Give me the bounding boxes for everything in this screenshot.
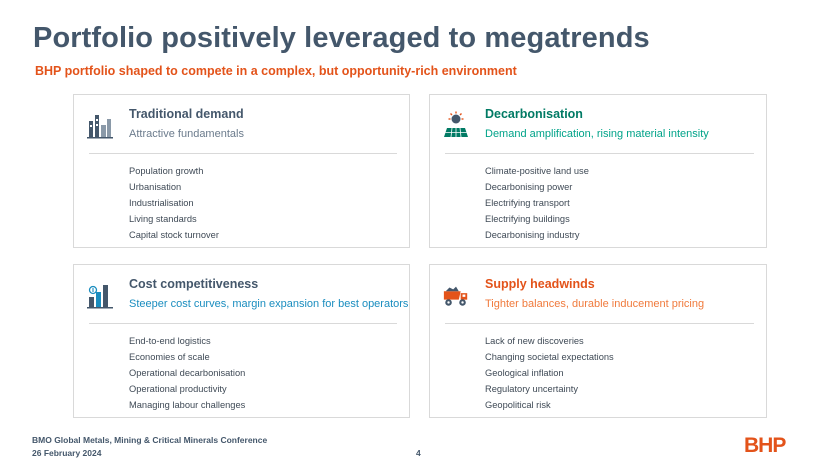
card-supply-headwinds: Supply headwinds Tighter balances, durab… — [429, 264, 767, 418]
list-item: Economies of scale — [129, 352, 210, 362]
event-date: 26 February 2024 — [32, 448, 102, 458]
solar-panel-icon — [444, 111, 468, 138]
list-item: Decarbonising industry — [485, 230, 580, 240]
list-item: Urbanisation — [129, 182, 182, 192]
divider — [445, 323, 754, 324]
industry-icon — [87, 115, 113, 139]
list-item: Population growth — [129, 166, 204, 176]
event-name: BMO Global Metals, Mining & Critical Min… — [32, 435, 268, 445]
list-item: Living standards — [129, 214, 197, 224]
divider — [89, 323, 397, 324]
card-traditional-demand: Traditional demand Attractive fundamenta… — [73, 94, 410, 248]
card-title: Supply headwinds — [485, 277, 595, 291]
list-item: Capital stock turnover — [129, 230, 219, 240]
mining-truck-icon — [443, 286, 468, 306]
list-item: Geological inflation — [485, 368, 564, 378]
driver-list: Climate-positive land use Decarbonising … — [485, 165, 589, 245]
divider — [445, 153, 754, 154]
list-item: Lack of new discoveries — [485, 336, 584, 346]
card-title: Decarbonisation — [485, 107, 583, 121]
card-subtitle: Demand amplification, rising material in… — [485, 128, 709, 140]
footer-text: BMO Global Metals, Mining & Critical Min… — [32, 434, 267, 460]
list-item: Electrifying transport — [485, 198, 570, 208]
page-title: Portfolio positively leveraged to megatr… — [33, 22, 650, 54]
bhp-logo: BHP — [744, 434, 786, 457]
list-item: Operational productivity — [129, 384, 227, 394]
cost-bars-icon — [87, 285, 113, 309]
list-item: End-to-end logistics — [129, 336, 211, 346]
page-subtitle: BHP portfolio shaped to compete in a com… — [35, 64, 517, 78]
list-item: Industrialisation — [129, 198, 194, 208]
list-item: Managing labour challenges — [129, 400, 246, 410]
list-item: Operational decarbonisation — [129, 368, 246, 378]
card-title: Cost competitiveness — [129, 277, 259, 291]
card-subtitle: Steeper cost curves, margin expansion fo… — [129, 298, 409, 310]
card-decarbonisation: Decarbonisation Demand amplification, ri… — [429, 94, 767, 248]
driver-list: Population growth Urbanisation Industria… — [129, 165, 219, 245]
list-item: Decarbonising power — [485, 182, 573, 192]
driver-list: End-to-end logistics Economies of scale … — [129, 335, 245, 415]
list-item: Geopolitical risk — [485, 400, 551, 410]
divider — [89, 153, 397, 154]
card-subtitle: Tighter balances, durable inducement pri… — [485, 298, 705, 310]
card-subtitle: Attractive fundamentals — [129, 128, 244, 140]
card-title: Traditional demand — [129, 107, 244, 121]
list-item: Changing societal expectations — [485, 352, 614, 362]
card-cost-competitiveness: Cost competitiveness Steeper cost curves… — [73, 264, 410, 418]
page-number: 4 — [416, 448, 421, 458]
list-item: Regulatory uncertainty — [485, 384, 579, 394]
list-item: Electrifying buildings — [485, 214, 570, 224]
list-item: Climate-positive land use — [485, 166, 589, 176]
driver-list: Lack of new discoveries Changing societa… — [485, 335, 614, 415]
